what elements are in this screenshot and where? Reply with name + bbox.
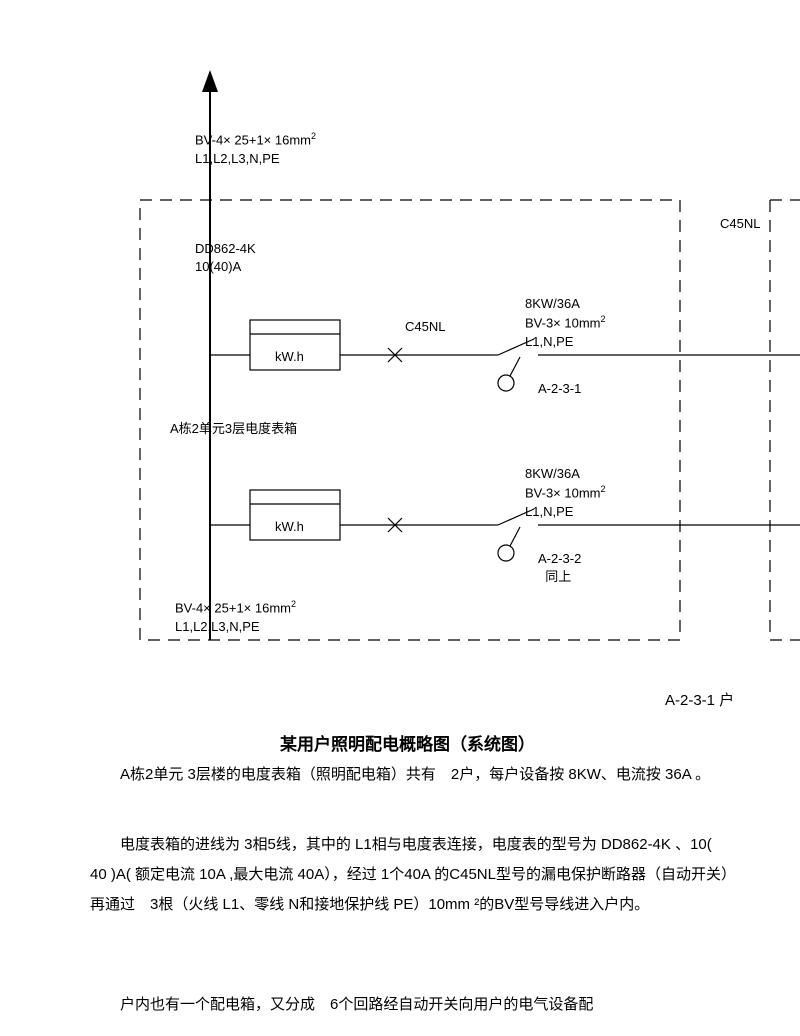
circuit1-id: A-2-3-1	[538, 380, 581, 398]
cable-top: BV-4× 25+1× 16mm2 L1,L2,L3,N,PE	[195, 130, 316, 168]
p2: 电度表箱的进线为 3相5线，其中的 L1相与电度表连接，电度表的型号为 DD86…	[90, 830, 730, 920]
doc-title: 某用户照明配电概略图（系统图）	[280, 730, 535, 755]
p3: 户内也有一个配电箱，又分成 6个回路经自动开关向用户的电气设备配	[90, 990, 730, 1020]
breaker-label: C45NL	[405, 318, 445, 336]
circuit1-info: 8KW/36A BV-3× 10mm2 L1,N,PE	[525, 295, 606, 351]
circuit2-id: A-2-3-2 同上	[538, 550, 581, 586]
circuit2-info: 8KW/36A BV-3× 10mm2 L1,N,PE	[525, 465, 606, 521]
p1: A栋2单元 3层楼的电度表箱（照明配电箱）共有 2户，每户设备按 8KW、电流按…	[90, 760, 730, 790]
cable-bottom: BV-4× 25+1× 16mm2 L1,L2,L3,N,PE	[175, 598, 296, 636]
box-label: A栋2单元3层电度表箱	[170, 420, 297, 438]
right-footer: A-2-3-1 户	[665, 690, 734, 711]
kwh2: kW.h	[275, 518, 304, 536]
meter-model: DD862-4K 10(40)A	[195, 240, 256, 276]
kwh1: kW.h	[275, 348, 304, 366]
breaker-label-right: C45NL	[720, 215, 760, 233]
